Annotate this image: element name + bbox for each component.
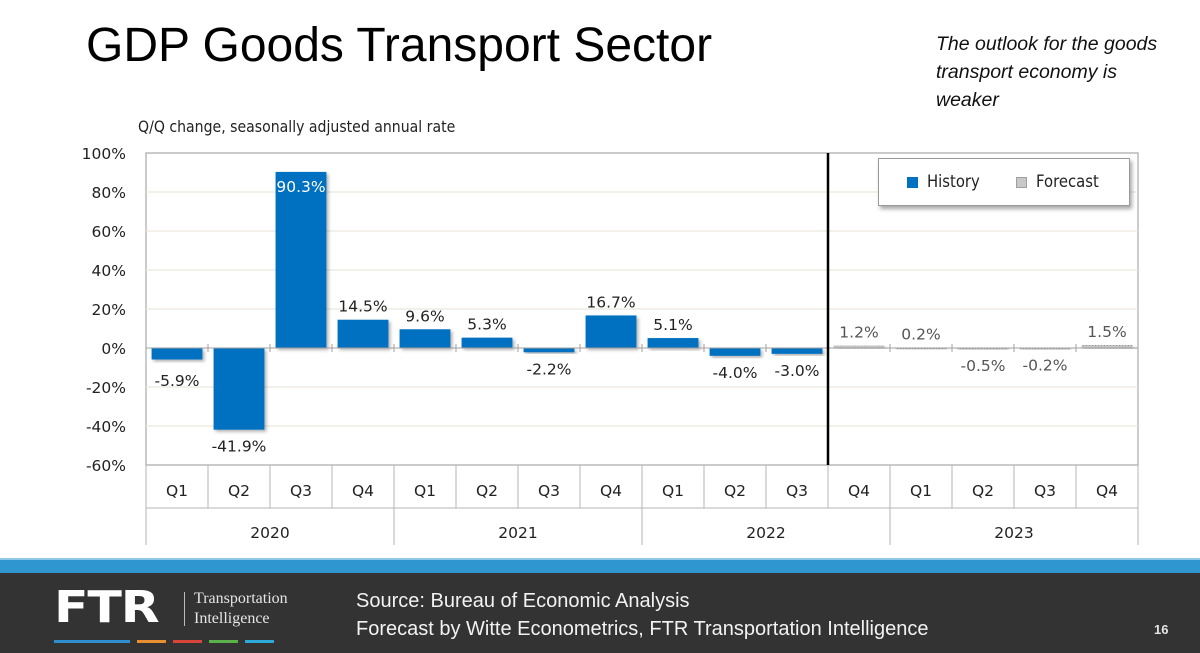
data-label: 5.3%	[467, 316, 506, 334]
history-bar	[585, 315, 637, 348]
data-label: 90.3%	[276, 178, 325, 196]
y-tick-label: -20%	[86, 379, 126, 397]
quarter-label: Q1	[166, 482, 188, 500]
data-label: -2.2%	[527, 360, 572, 378]
data-label: -4.0%	[713, 364, 758, 382]
data-label: 1.5%	[1087, 323, 1126, 341]
y-tick-label: -40%	[86, 418, 126, 436]
footer-accent-highlight	[0, 558, 1200, 561]
y-tick-label: 60%	[92, 223, 126, 241]
year-label: 2022	[746, 524, 785, 542]
logo-stripe-4	[209, 640, 238, 643]
ftr-logo: FTR	[54, 582, 160, 633]
quarter-label: Q3	[290, 482, 312, 500]
quarter-label: Q4	[1096, 482, 1118, 500]
data-label: 1.2%	[839, 324, 878, 342]
data-label: -0.5%	[961, 357, 1006, 375]
quarter-label: Q1	[662, 482, 684, 500]
source-line: Source: Bureau of Economic Analysis	[356, 590, 690, 612]
history-bar	[337, 319, 389, 348]
quarter-label: Q1	[414, 482, 436, 500]
forecast-bar	[833, 345, 885, 348]
forecast-bar	[1081, 345, 1133, 348]
history-bar	[399, 329, 451, 348]
y-tick-label: 0%	[101, 340, 126, 358]
logo-tagline-line1: Transportation	[194, 590, 288, 607]
quarter-label: Q3	[538, 482, 560, 500]
logo-stripe-5	[245, 640, 274, 643]
data-label: -5.9%	[155, 372, 200, 390]
outlook-note: The outlook for the goods transport econ…	[936, 33, 1158, 111]
footer-accent-band	[0, 560, 1200, 573]
y-tick-label: -60%	[86, 457, 126, 475]
data-label: 0.2%	[901, 326, 940, 344]
logo-stripe-3	[173, 640, 202, 643]
data-label: -0.2%	[1023, 356, 1068, 374]
year-label: 2020	[250, 524, 289, 542]
quarter-label: Q4	[848, 482, 870, 500]
history-bar	[151, 348, 203, 360]
legend-forecast-swatch	[1016, 177, 1027, 188]
history-bar	[461, 337, 513, 348]
forecast-bar	[957, 348, 1009, 350]
chart-subtitle: Q/Q change, seasonally adjusted annual r…	[138, 117, 456, 136]
history-bar	[709, 348, 761, 356]
quarter-label: Q4	[600, 482, 622, 500]
history-bar	[647, 338, 699, 348]
quarter-label: Q3	[1034, 482, 1056, 500]
footer-bar	[0, 573, 1200, 653]
legend-forecast-label: Forecast	[1036, 172, 1099, 191]
quarter-label: Q1	[910, 482, 932, 500]
year-label: 2023	[994, 524, 1033, 542]
logo-tagline-line2: Intelligence	[194, 610, 270, 627]
y-tick-label: 100%	[82, 145, 126, 163]
bar-chart: 100% 80% 60% 40% 20% 0% -20% -40% -60% -5.9% -41.9…	[82, 145, 1139, 545]
data-label: 9.6%	[405, 307, 444, 325]
y-tick-label: 80%	[92, 184, 126, 202]
history-bar	[213, 348, 265, 430]
forecast-credit-line: Forecast by Witte Econometrics, FTR Tran…	[356, 618, 929, 640]
y-tick-label: 40%	[92, 262, 126, 280]
chart-legend: History Forecast	[878, 158, 1130, 206]
history-bar	[771, 348, 823, 354]
logo-stripe-1	[54, 640, 130, 643]
slide-title: GDP Goods Transport Sector	[86, 19, 713, 72]
quarter-label: Q2	[476, 482, 498, 500]
history-bar	[275, 171, 327, 348]
logo-stripe-2	[137, 640, 166, 643]
logo-divider	[184, 592, 185, 626]
year-label: 2021	[498, 524, 537, 542]
history-bar	[523, 348, 575, 353]
data-label: 14.5%	[338, 298, 387, 316]
quarter-label: Q2	[724, 482, 746, 500]
page-number: 16	[1154, 622, 1169, 637]
data-label: -41.9%	[212, 438, 267, 456]
quarter-label: Q4	[352, 482, 374, 500]
y-tick-label: 20%	[92, 301, 126, 319]
legend-history-swatch	[907, 177, 918, 188]
forecast-bar	[1019, 348, 1071, 350]
quarter-label: Q3	[786, 482, 808, 500]
legend-history-label: History	[927, 172, 980, 191]
data-label: 5.1%	[653, 316, 692, 334]
quarter-label: Q2	[972, 482, 994, 500]
quarter-label: Q2	[228, 482, 250, 500]
data-label: -3.0%	[775, 362, 820, 380]
data-label: 16.7%	[586, 293, 635, 311]
